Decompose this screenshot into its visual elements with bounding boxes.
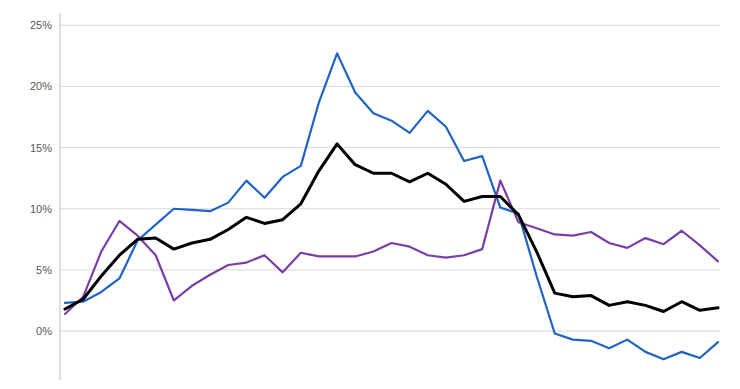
y-tick-label: 5% (36, 264, 52, 276)
grid-line (60, 331, 720, 332)
y-tick-label: 0% (36, 325, 52, 337)
grid-line (60, 25, 720, 26)
y-tick-label: 15% (30, 142, 52, 154)
series-line (65, 144, 718, 312)
grid-line (60, 86, 720, 87)
series-line (65, 181, 718, 314)
grid-line (60, 147, 720, 148)
y-tick-label: 25% (30, 19, 52, 31)
y-axis-line (60, 13, 61, 380)
y-tick-label: 10% (30, 203, 52, 215)
grid-line (60, 269, 720, 270)
chart: 0% 5% 10% 15% 20% 25% (0, 0, 740, 389)
series-group (65, 53, 718, 359)
y-tick-label: 20% (30, 80, 52, 92)
grid-line (60, 208, 720, 209)
series-line (65, 53, 718, 359)
